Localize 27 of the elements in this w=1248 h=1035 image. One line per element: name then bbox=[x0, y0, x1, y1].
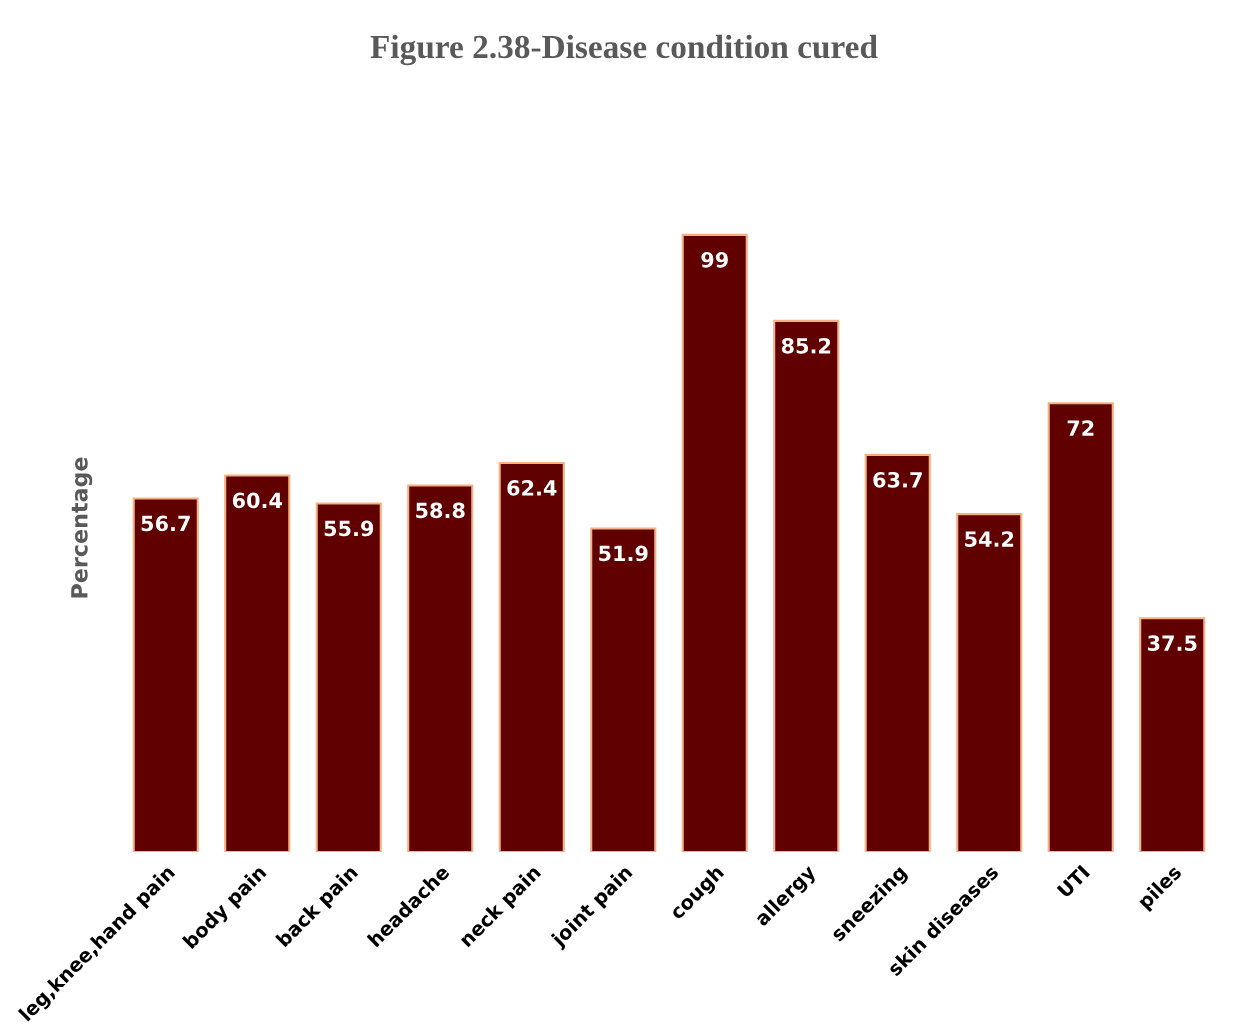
y-axis-title: Percentage bbox=[71, 457, 93, 598]
data-label: 63.7 bbox=[873, 471, 922, 488]
bar bbox=[956, 513, 1023, 852]
data-label: 62.4 bbox=[507, 480, 557, 496]
bar bbox=[590, 527, 657, 852]
data-label: 37.5 bbox=[1147, 635, 1197, 652]
chart-title: Figure 2.38-Disease condition cured bbox=[370, 34, 878, 66]
bar bbox=[224, 474, 291, 852]
bar bbox=[315, 502, 382, 852]
data-label: 60.4 bbox=[232, 492, 282, 509]
bar bbox=[773, 319, 840, 852]
bar bbox=[1047, 402, 1114, 852]
bar bbox=[407, 484, 474, 852]
x-tick-label: UTI bbox=[1056, 864, 1091, 899]
data-label: 56.7 bbox=[141, 515, 190, 532]
bar bbox=[132, 497, 199, 852]
data-label: 72 bbox=[1067, 420, 1094, 436]
data-label: 54.2 bbox=[965, 531, 1014, 547]
data-label: 58.8 bbox=[416, 502, 465, 519]
data-label: 51.9 bbox=[599, 545, 648, 562]
bar bbox=[681, 233, 748, 852]
bar bbox=[498, 461, 565, 852]
bar bbox=[1139, 617, 1206, 852]
data-label: 55.9 bbox=[324, 520, 374, 537]
data-label: 85.2 bbox=[781, 337, 831, 354]
bar bbox=[864, 453, 931, 852]
data-label: 99 bbox=[701, 251, 728, 268]
